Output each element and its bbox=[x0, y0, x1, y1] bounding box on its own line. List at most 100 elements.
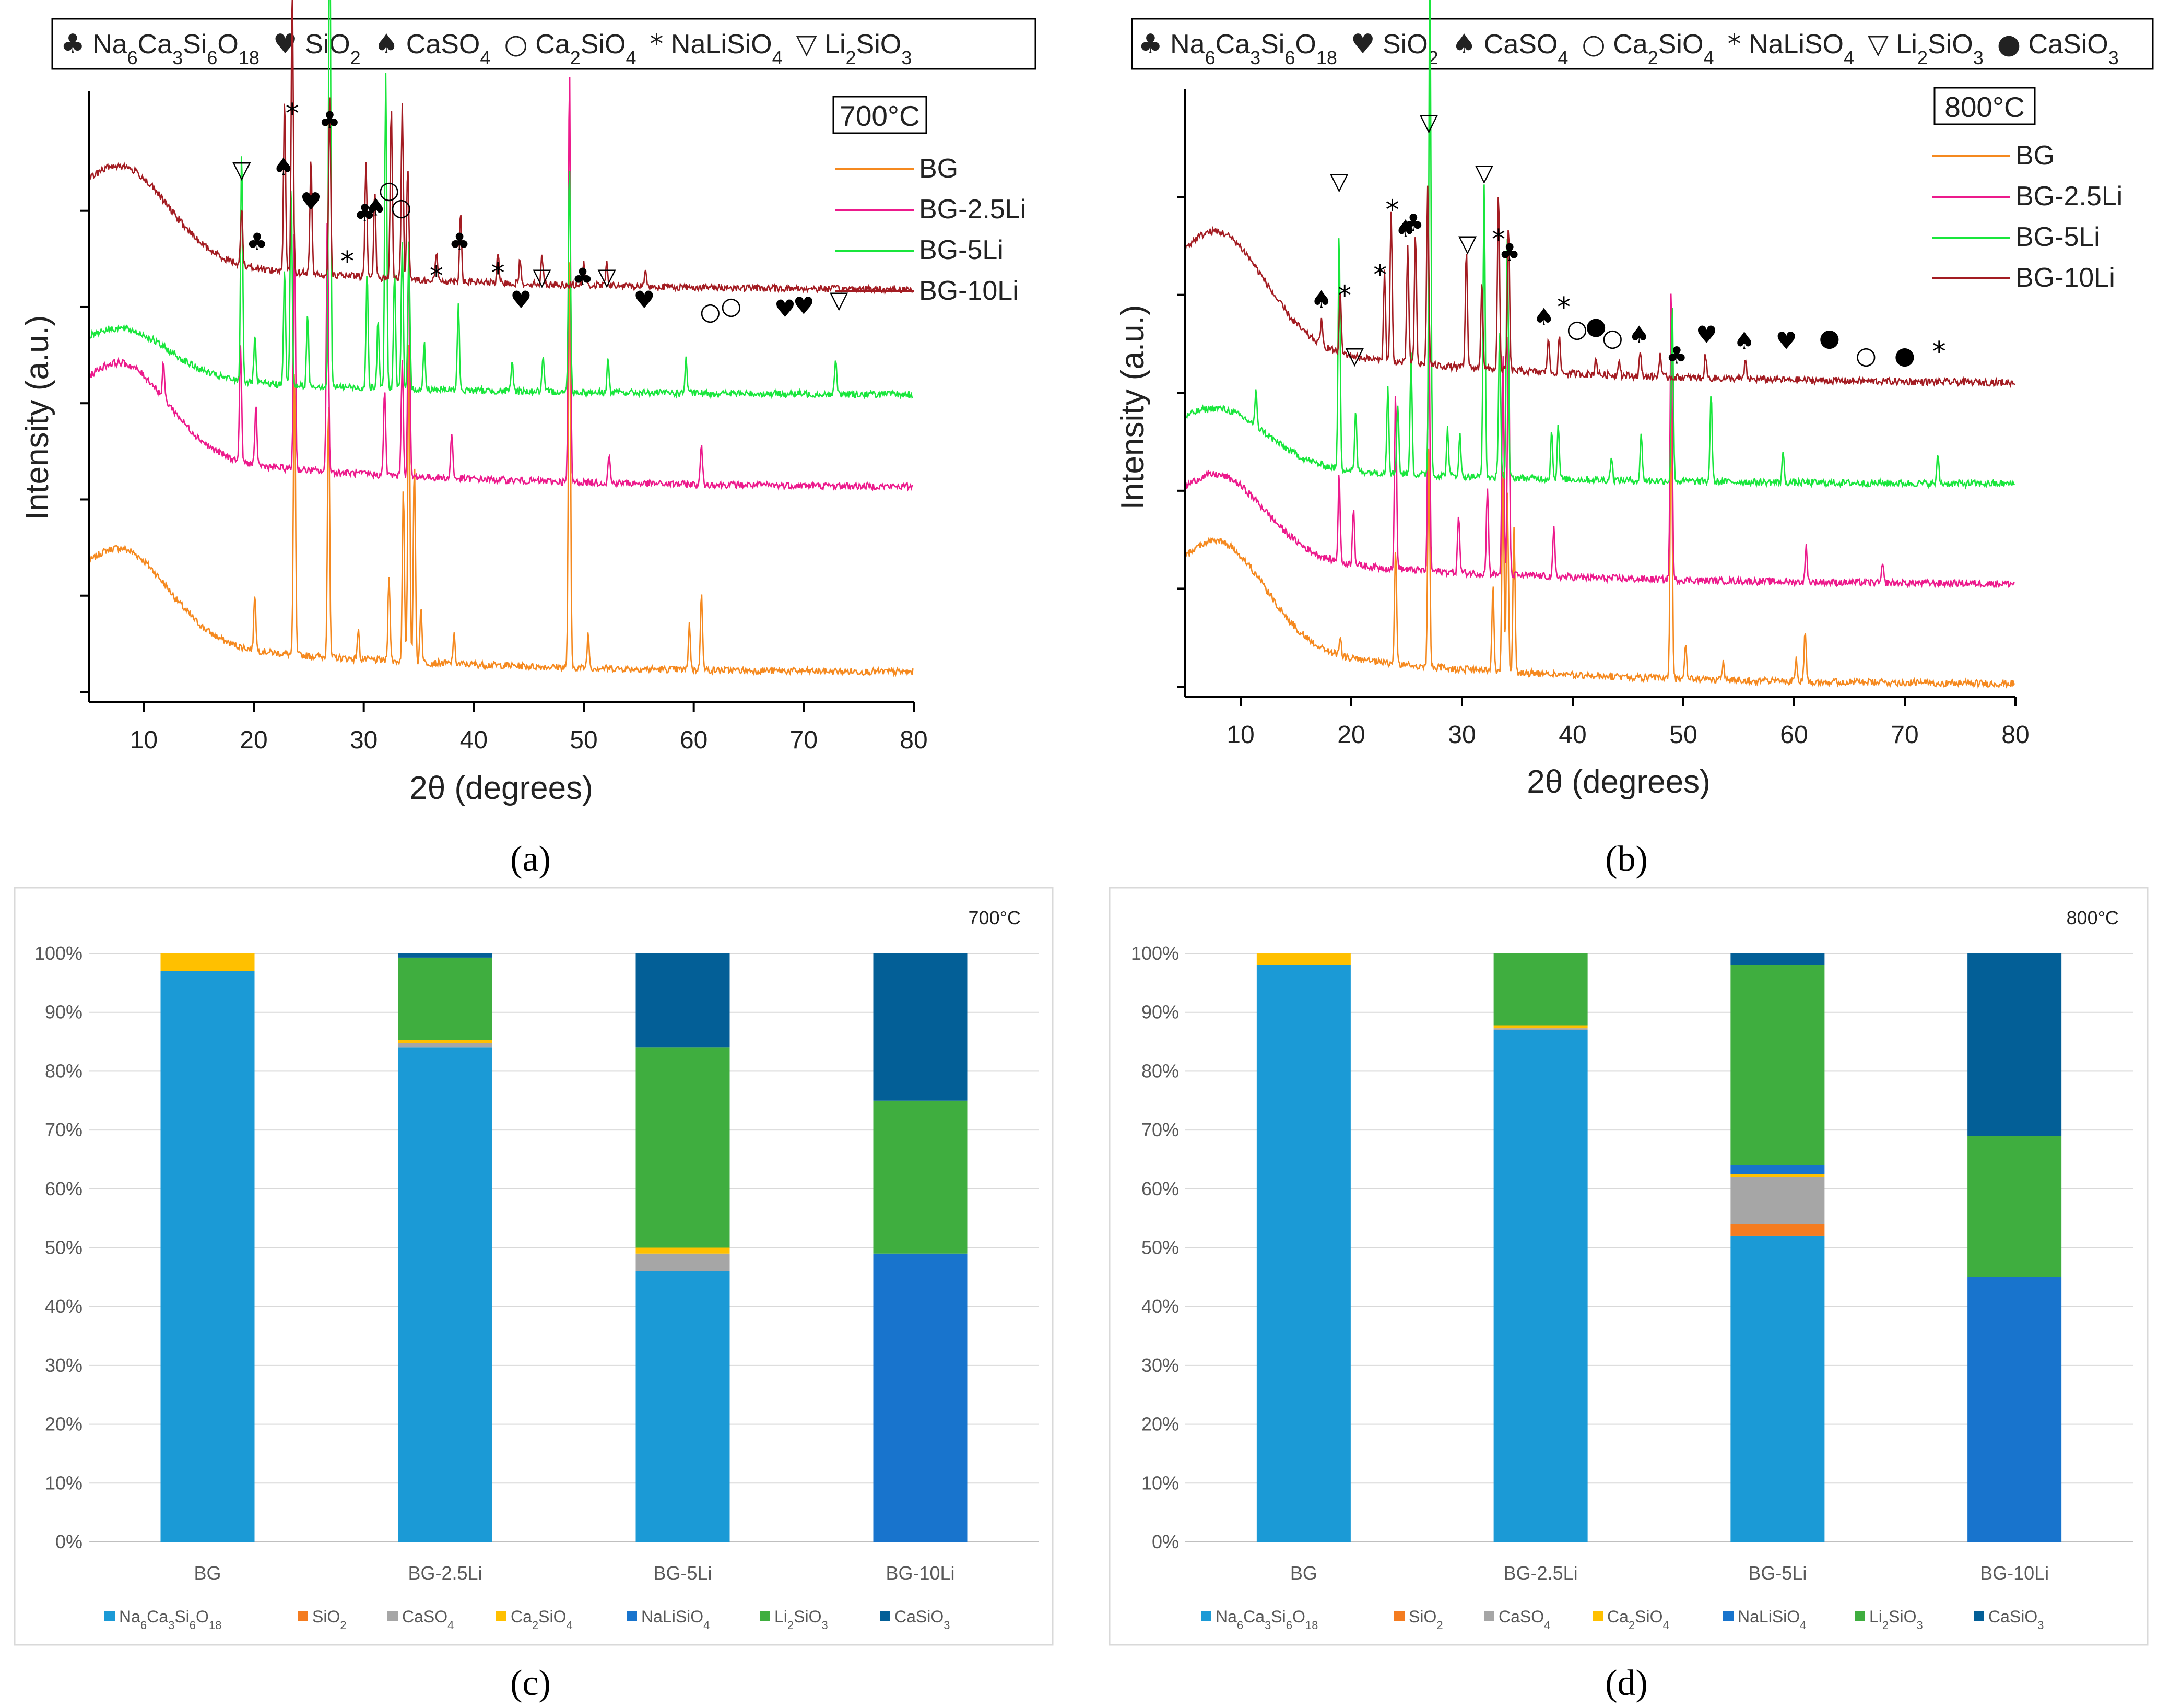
legend-label-bg: BG bbox=[2015, 140, 2055, 171]
peak-marker: ♥ bbox=[793, 291, 815, 320]
peak-marker: ○ bbox=[1602, 324, 1623, 352]
peak-marker: ♠ bbox=[1533, 303, 1554, 331]
y-tick-label: 100% bbox=[1131, 943, 1179, 964]
y-tick-label: 10% bbox=[1141, 1472, 1179, 1493]
bar-segment-bg-2-5li-li2sio3 bbox=[398, 957, 492, 1040]
legend-swatch-ca2sio4 bbox=[1593, 1611, 1603, 1621]
legend-label-bg-5li: BG-5Li bbox=[2015, 222, 2100, 252]
bar-segment-bg-2-5li-caso4 bbox=[1493, 1028, 1588, 1030]
legend-label-li2sio3: Li2SiO3 bbox=[774, 1607, 828, 1632]
y-tick-label: 40% bbox=[45, 1295, 82, 1317]
bar-segment-bg-2-5li-na6ca3si6o18 bbox=[1493, 1030, 1588, 1542]
panel-label-b: (b) bbox=[1605, 839, 1648, 879]
y-ticks bbox=[1177, 196, 1185, 688]
peak-marker: ♣ bbox=[354, 199, 375, 227]
bar-segment-bg-5li-casio3 bbox=[635, 953, 730, 1048]
peak-marker: * bbox=[491, 257, 505, 289]
category-label-bg-10li: BG-10Li bbox=[1980, 1562, 2049, 1584]
x-axis-label: 2θ (degrees) bbox=[1527, 764, 1711, 800]
series-line-bg-10li bbox=[1184, 185, 2015, 388]
bar-segment-bg-5li-casio3 bbox=[1730, 953, 1825, 965]
phase-legend: ♣ Na6Ca3Si6O18 ♥ SiO2 ♠ CaSO4 ○ Ca2SiO4 * Na… bbox=[1138, 29, 2119, 68]
legend-label-ca2sio4: Ca2SiO4 bbox=[511, 1607, 573, 1632]
bar-segment-bg-10li-casio3 bbox=[873, 953, 968, 1101]
y-tick-label: 20% bbox=[45, 1413, 82, 1435]
phase-bar-panel-800: 0% 10% 20% 30% 40% 50% 60% 70% 80% 90% 100% BG BG-2.… bbox=[1109, 887, 2149, 1703]
phase-legend-box bbox=[1131, 18, 2154, 70]
legend-swatch-ca2sio4 bbox=[496, 1611, 506, 1621]
legend-label-ca2sio4: Ca2SiO4 bbox=[1607, 1607, 1669, 1632]
legend-label-sio2: SiO2 bbox=[1409, 1607, 1443, 1632]
x-tick-label: 20 bbox=[240, 726, 267, 754]
peak-marker: ♠ bbox=[273, 152, 294, 181]
legend-label-nalisio4: NaLiSiO4 bbox=[641, 1607, 710, 1632]
legend-label-bg-5li: BG-5Li bbox=[919, 235, 1004, 265]
legend-label-nalisio4: NaLiSiO4 bbox=[1738, 1607, 1806, 1632]
peak-marker: * bbox=[286, 98, 299, 129]
peak-marker: ○ bbox=[721, 291, 741, 320]
legend-label-caso4: CaSO4 bbox=[402, 1607, 454, 1632]
category-label-bg-5li: BG-5Li bbox=[1748, 1562, 1807, 1584]
peak-marker: ▽ bbox=[1458, 229, 1477, 257]
xrd-plot-area bbox=[1184, 0, 2015, 689]
category-label-bg-10li: BG-10Li bbox=[886, 1562, 954, 1584]
bar-segment-bg-5li-caso4 bbox=[635, 1253, 730, 1271]
category-label-bg-2-5li: BG-2.5Li bbox=[408, 1562, 482, 1584]
peak-marker: ▽ bbox=[830, 286, 848, 314]
legend-label-li2sio3: Li2SiO3 bbox=[1869, 1607, 1923, 1632]
peak-marker: ♥ bbox=[300, 187, 322, 216]
phase-bar-panel-700: 0% 10% 20% 30% 40% 50% 60% 70% 80% 90% 100% BG BG-2.… bbox=[14, 887, 1054, 1703]
bar-segment-bg-2-5li-caso4 bbox=[398, 1043, 492, 1048]
peak-marker: ♣ bbox=[1402, 208, 1424, 237]
peak-marker: ▽ bbox=[1330, 167, 1349, 195]
bar-segment-bg-na6ca3si6o18 bbox=[160, 971, 255, 1542]
y-tick-label: 30% bbox=[1141, 1354, 1179, 1376]
peak-marker: * bbox=[430, 261, 443, 292]
y-tick-label: 60% bbox=[45, 1178, 82, 1199]
legend-label-bg-10li: BG-10Li bbox=[919, 276, 1019, 306]
temperature-label: 800°C bbox=[2067, 907, 2119, 928]
y-tick-label: 20% bbox=[1141, 1413, 1179, 1435]
peak-marker: * bbox=[340, 246, 354, 277]
legend-label-bg-10li: BG-10Li bbox=[2015, 263, 2115, 293]
peak-marker: ♥ bbox=[1776, 326, 1797, 355]
series-line-bg bbox=[88, 262, 914, 677]
x-tick-label: 10 bbox=[130, 726, 158, 754]
legend-label-na6ca3si6o18: Na6Ca3Si6O18 bbox=[119, 1607, 221, 1632]
peak-marker: ♣ bbox=[572, 263, 593, 291]
peak-marker: ▽ bbox=[1420, 108, 1438, 136]
phase-legend: Na6Ca3Si6O18 SiO2 CaSO4 Ca2SiO4 NaLiSiO4 Li2S… bbox=[1201, 1607, 2044, 1632]
y-axis-label: Intensity (a.u.) bbox=[1115, 305, 1151, 510]
series-legend: BG BG-2.5Li BG-5Li BG-10Li bbox=[1932, 140, 2122, 293]
y-tick-label: 90% bbox=[45, 1002, 82, 1023]
legend-label-bg-2-5li: BG-2.5Li bbox=[919, 194, 1026, 225]
peak-marker: * bbox=[1557, 292, 1571, 323]
peak-marker: ▽ bbox=[533, 263, 551, 291]
panel-label-c: (c) bbox=[510, 1663, 551, 1703]
category-label-bg-5li: BG-5Li bbox=[653, 1562, 712, 1584]
category-label-bg-2-5li: BG-2.5Li bbox=[1504, 1562, 1578, 1584]
peak-annotations: ▽♣♠*♥♣*♣♠○○*♣*♥▽ ♣ ▽♥ ○ ○ ♥♥ ▽ bbox=[232, 98, 848, 325]
peak-marker: ● bbox=[1819, 324, 1840, 352]
temperature-label: 800°C bbox=[1944, 91, 2024, 123]
phase-legend: Na6Ca3Si6O18 SiO2 CaSO4 Ca2SiO4 NaLiSiO4 Li2S… bbox=[104, 1607, 950, 1632]
peak-marker: ♠ bbox=[365, 193, 386, 221]
y-tick-label: 100% bbox=[34, 943, 82, 964]
xrd-panel-700: ♣ Na6Ca3Si6O18 ♥ SiO2 ♠ CaSO4 ○ Ca2SiO4 * Na… bbox=[19, 0, 1036, 879]
peak-marker: ○ bbox=[379, 175, 399, 204]
peak-marker: ♣ bbox=[319, 106, 340, 134]
x-tick-label: 20 bbox=[1337, 721, 1365, 749]
x-ticks: 10 20 30 40 50 60 70 80 bbox=[130, 702, 928, 754]
peak-marker: ● bbox=[1585, 312, 1606, 340]
x-tick-label: 10 bbox=[1227, 721, 1254, 749]
peak-marker: ♣ bbox=[246, 228, 268, 256]
peak-marker: * bbox=[1932, 336, 1946, 368]
legend-label-na6ca3si6o18: Na6Ca3Si6O18 bbox=[1216, 1607, 1318, 1632]
legend-swatch-nalisio4 bbox=[627, 1611, 637, 1621]
bar-segment-bg-5li-li2sio3 bbox=[635, 1047, 730, 1248]
peak-marker: ○ bbox=[1566, 315, 1587, 343]
x-tick-label: 50 bbox=[1669, 721, 1697, 749]
legend-swatch-caso4 bbox=[1484, 1611, 1494, 1621]
bar-segment-bg-10li-li2sio3 bbox=[1967, 1136, 2062, 1277]
series-line-bg-2-5li bbox=[1184, 293, 2015, 589]
